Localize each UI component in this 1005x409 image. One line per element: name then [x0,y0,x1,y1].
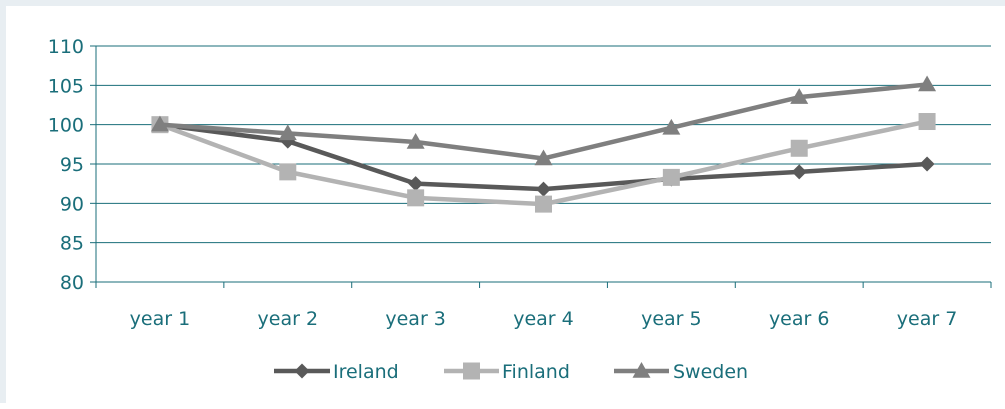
sweden-point [406,132,425,149]
x-tick-label: year 5 [641,308,702,330]
legend-label: Sweden [673,361,748,383]
x-tick-label: year 2 [258,308,319,330]
finland-point [662,168,680,186]
x-tick-label: year 4 [513,308,574,330]
legend-item-finland: Finland [444,361,570,383]
y-tick-label: 95 [60,154,84,176]
axes [90,45,992,288]
x-tick-label: year 7 [897,308,958,330]
x-tick-label: year 6 [769,308,830,330]
y-tick-label: 80 [60,272,84,294]
sweden-point [278,124,297,141]
y-tick-labels: 80 85 90 95 100 105 110 [48,36,84,294]
legend-marker-sweden [632,362,651,378]
ireland-point [919,156,935,172]
y-tick-label: 100 [48,115,84,137]
legend-item-sweden: Sweden [614,361,748,383]
sweden-point [918,75,937,92]
sweden-point [790,88,809,104]
sweden-point [662,118,681,135]
x-tick-label: year 3 [385,308,446,330]
x-tick-labels: year 1 year 2 year 3 year 4 year 5 year 6 year… [130,308,958,330]
legend-marker-finland [463,362,480,380]
series-sweden [150,75,937,166]
legend: Ireland Finland Sweden [274,361,748,383]
y-tick-label: 85 [60,233,84,255]
ireland-point [791,164,807,180]
ireland-point [536,181,551,197]
legend-label: Finland [502,361,570,383]
finland-point [790,139,808,157]
sweden-point [534,149,553,166]
ireland-point [408,176,424,192]
y-tick-label: 105 [48,75,84,97]
y-tick-label: 110 [48,36,84,58]
legend-marker-ireland [294,363,310,379]
sweden-point [150,115,169,132]
finland-point [407,189,425,207]
finland-point [535,195,552,213]
y-tick-label: 90 [60,193,84,215]
legend-label: Ireland [333,361,399,383]
legend-item-ireland: Ireland [274,361,399,383]
x-tick-label: year 1 [130,308,191,330]
finland-point [918,113,936,131]
finland-point [279,163,297,181]
series-lines [150,75,937,213]
